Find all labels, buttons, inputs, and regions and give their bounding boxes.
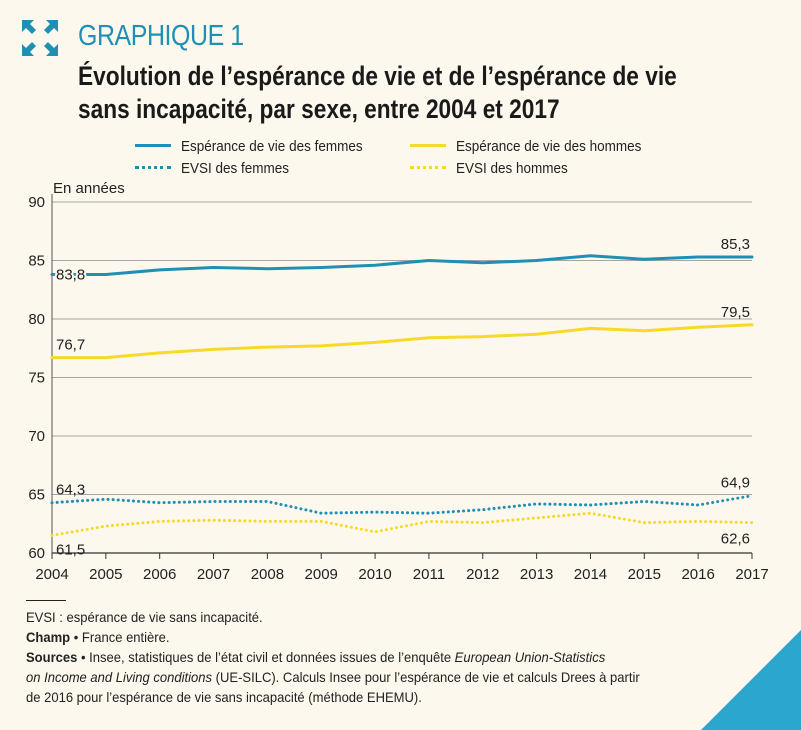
data-label: 61,5 (56, 541, 85, 558)
y-tick-label: 90 (28, 194, 45, 211)
x-tick-label: 2011 (413, 566, 445, 583)
legend-label-female-evsi: EVSI des femmes (181, 160, 290, 177)
sources-note-line-3: de 2016 pour l’espérance de vie sans inc… (26, 689, 422, 705)
series-line-3 (50, 511, 754, 537)
y-tick-label: 65 (28, 487, 45, 504)
notes-divider (26, 600, 66, 601)
sources-italic-2: on Income and Living conditions (26, 669, 213, 685)
x-tick-label: 2005 (89, 566, 122, 583)
data-label: 64,3 (56, 482, 85, 499)
legend-swatch-solid-blue (135, 143, 171, 147)
x-tick-label: 2007 (197, 566, 230, 583)
data-label: 83,8 (56, 267, 85, 284)
sources-text-2: (UE-SILC). Calculs Insee pour l’espéranc… (212, 669, 640, 685)
y-axis-label: En années (53, 180, 125, 197)
sources-label: Sources (26, 649, 78, 665)
data-label: 76,7 (56, 337, 85, 354)
data-label: 85,3 (721, 236, 750, 253)
x-tick-label: 2004 (35, 566, 68, 583)
line-chart: 60 65 70 75 80 85 90 En années 2004 2005 2006 2007 2… (28, 180, 768, 583)
x-tick-label: 2010 (358, 566, 391, 583)
champ-label: Champ (26, 629, 71, 645)
x-tick-label: 2012 (466, 566, 499, 583)
champ-note: Champ • France entière. (26, 627, 677, 647)
x-tick-label: 2008 (251, 566, 284, 583)
x-tick-label: 2009 (305, 566, 338, 583)
y-tick-label: 60 (28, 545, 45, 562)
x-tick-label: 2015 (628, 566, 661, 583)
sources-note-line-1: Sources • Insee, statistiques de l’état … (26, 647, 677, 667)
legend-label-male-le: Espérance de vie des hommes (456, 138, 642, 155)
data-label: 64,9 (721, 475, 750, 492)
x-tick-label: 2017 (735, 566, 768, 583)
legend-item-female-le: Espérance de vie des femmes (135, 138, 383, 155)
legend-label-male-evsi: EVSI des hommes (456, 160, 568, 177)
series-line-0 (50, 254, 754, 276)
legend-item-female-evsi: EVSI des femmes (135, 160, 301, 177)
champ-text: • France entière. (70, 629, 170, 645)
legend-item-male-evsi: EVSI des hommes (410, 160, 580, 177)
sources-note-line-2: on Income and Living conditions (UE-SILC… (26, 667, 677, 687)
corner-decoration (701, 630, 801, 730)
data-label: 62,6 (721, 531, 750, 548)
chart-title-line-1: Évolution de l’espérance de vie et de l’… (78, 61, 677, 91)
sources-italic-1: European Union-Statistics (454, 649, 606, 665)
x-tick-label: 2014 (574, 566, 607, 583)
chart-title-line-2: sans incapacité, par sexe, entre 2004 et… (78, 94, 560, 124)
x-tick-label: 2006 (143, 566, 176, 583)
evsi-definition: EVSI : espérance de vie sans incapacité. (26, 609, 263, 625)
graph-label: GRAPHIQUE 1 (78, 20, 244, 52)
chart-title: Évolution de l’espérance de vie et de l’… (78, 60, 767, 126)
legend-item-male-le: Espérance de vie des hommes (410, 138, 662, 155)
legend-swatch-solid-yellow (410, 143, 446, 147)
y-tick-label: 80 (28, 311, 45, 328)
x-tick-label: 2013 (520, 566, 553, 583)
y-tick-label: 70 (28, 428, 45, 445)
expand-arrows-icon (22, 20, 58, 56)
data-label: 79,5 (721, 304, 750, 321)
sources-text-1: • Insee, statistiques de l’état civil et… (77, 649, 455, 665)
y-tick-label: 85 (28, 253, 45, 270)
series-line-2 (50, 494, 754, 515)
chart-legend: Espérance de vie des femmes Espérance de… (135, 138, 755, 182)
y-tick-label: 75 (28, 370, 45, 387)
x-tick-label: 2016 (681, 566, 714, 583)
legend-swatch-dotted-yellow (410, 165, 446, 169)
series-line-1 (50, 323, 754, 360)
chart-notes: EVSI : espérance de vie sans incapacité.… (26, 600, 726, 707)
legend-swatch-dotted-blue (135, 165, 171, 169)
legend-label-female-le: Espérance de vie des femmes (181, 138, 363, 155)
